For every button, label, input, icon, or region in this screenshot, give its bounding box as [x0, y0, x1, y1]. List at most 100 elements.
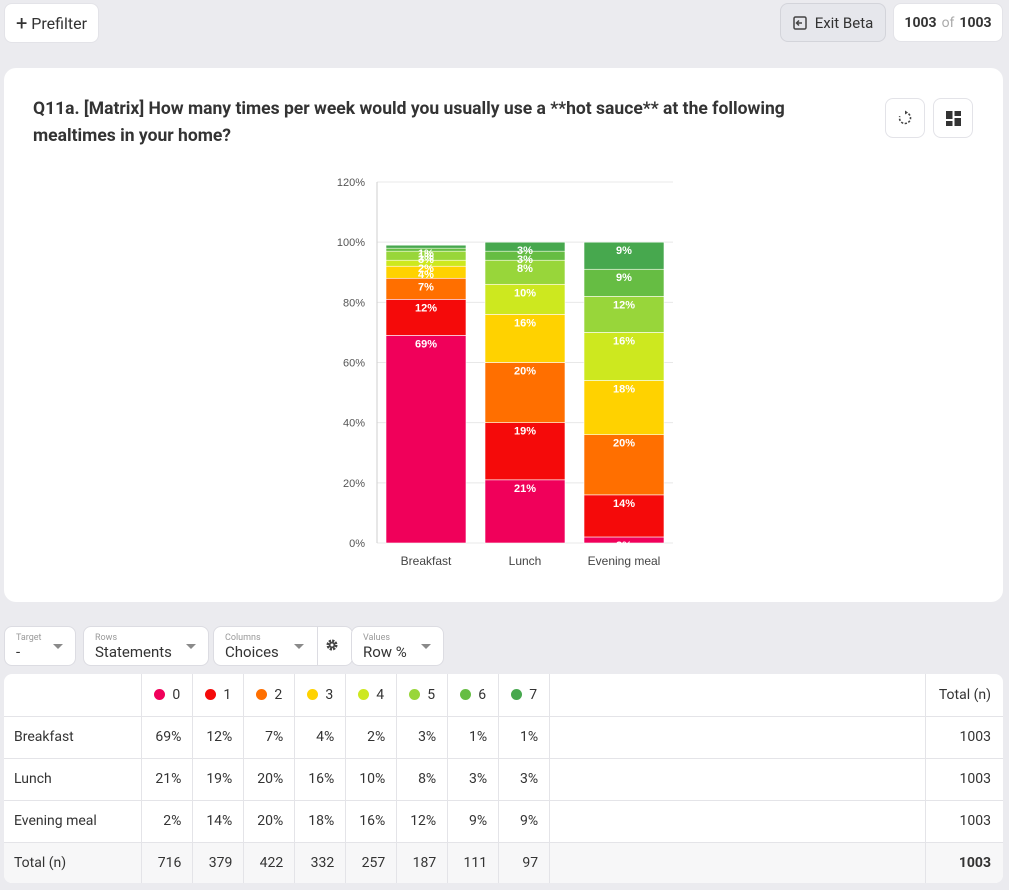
values-select[interactable]: Values Row % — [351, 626, 444, 666]
legend-dot — [460, 688, 472, 700]
data-label: 1% — [418, 248, 434, 260]
bar-segment[interactable] — [583, 434, 665, 496]
y-tick-label: 120% — [337, 177, 365, 189]
bar-segment[interactable] — [583, 268, 665, 297]
cell: 3% — [396, 715, 449, 759]
count-current: 1003 — [904, 14, 937, 31]
gear-icon[interactable] — [325, 638, 339, 652]
total-cell: 379 — [192, 841, 245, 883]
cell: 2% — [345, 715, 398, 759]
columns-label: Columns — [225, 633, 261, 643]
bar-segment[interactable] — [484, 362, 566, 423]
cell: 21% — [141, 757, 194, 801]
layout-button[interactable] — [933, 98, 973, 138]
cell: 9% — [498, 799, 551, 843]
count-of: of — [941, 14, 955, 31]
exit-beta-label: Exit Beta — [814, 13, 874, 32]
col-header-6: 6 — [447, 674, 500, 717]
bar-segment[interactable] — [484, 422, 566, 481]
bar-segment[interactable] — [385, 244, 467, 249]
header-corner — [4, 674, 143, 717]
data-label: 4% — [418, 269, 434, 281]
data-label: 3% — [517, 245, 533, 257]
bar-segment[interactable] — [484, 259, 566, 285]
data-label: 3% — [418, 254, 434, 266]
data-label: 12% — [613, 299, 635, 311]
bar-segment[interactable] — [484, 241, 566, 252]
rows-select[interactable]: Rows Statements — [83, 626, 209, 666]
refresh-button[interactable] — [885, 98, 925, 138]
cell: 20% — [243, 757, 296, 801]
col-header-2: 2 — [243, 674, 296, 717]
legend-dot — [205, 688, 217, 700]
columns-value: Choices — [225, 643, 279, 661]
data-label: 14% — [613, 498, 635, 510]
values-value: Row % — [363, 643, 407, 661]
bar-segment[interactable] — [583, 494, 665, 538]
legend-dot — [511, 688, 523, 700]
cell: 1% — [498, 715, 551, 759]
table-row: Lunch 21% 19% 20% 16% 10% 8% 3% 3% 1003 — [4, 757, 1003, 801]
data-label: 19% — [514, 426, 536, 438]
totals-label: Total (n) — [4, 841, 143, 883]
col-header-1: 1 — [192, 674, 245, 717]
col-header-3: 3 — [294, 674, 347, 717]
results-table: 0 1 2 3 4 5 6 7 Total (n) Breakfast 69% … — [4, 674, 1003, 883]
y-tick-label: 60% — [343, 358, 365, 370]
question-title: Q11a. [Matrix] How many times per week w… — [33, 99, 785, 146]
cell: 10% — [345, 757, 398, 801]
cell: 2% — [141, 799, 194, 843]
data-label: 8% — [517, 263, 533, 275]
cell: 69% — [141, 715, 194, 759]
y-tick-label: 40% — [343, 418, 365, 430]
total-cell: 422 — [243, 841, 296, 883]
data-label: 18% — [613, 384, 635, 396]
exit-beta-button[interactable]: Exit Beta — [780, 3, 886, 42]
cell: 16% — [294, 757, 347, 801]
y-tick-label: 80% — [343, 297, 365, 309]
grid-icon — [945, 110, 961, 126]
bar-segment[interactable] — [583, 332, 665, 381]
prefilter-button[interactable]: + Prefilter — [4, 3, 99, 43]
col-header-5: 5 — [396, 674, 449, 717]
cell: 3% — [447, 757, 500, 801]
spacer-cell — [549, 757, 927, 801]
data-label: 9% — [616, 272, 632, 284]
bar-segment[interactable] — [484, 314, 566, 363]
bar-segment[interactable] — [385, 299, 467, 336]
data-label: 20% — [613, 438, 635, 450]
columns-select[interactable]: Columns Choices — [213, 626, 353, 666]
table-header-row: 0 1 2 3 4 5 6 7 Total (n) — [4, 674, 1003, 717]
bar-segment[interactable] — [583, 241, 665, 270]
data-label: 7% — [418, 281, 434, 293]
cell: 7% — [243, 715, 296, 759]
chevron-down-icon — [421, 644, 431, 649]
chevron-down-icon — [294, 644, 304, 649]
count-total: 1003 — [959, 14, 992, 31]
bar-segment[interactable] — [583, 380, 665, 435]
chart-card: Q11a. [Matrix] How many times per week w… — [4, 68, 1003, 602]
cell: 20% — [243, 799, 296, 843]
data-label: 12% — [415, 302, 437, 314]
chevron-down-icon — [53, 644, 63, 649]
spacer-cell — [549, 674, 927, 717]
data-label: 10% — [514, 287, 536, 299]
chevron-down-icon — [186, 644, 196, 649]
y-tick-label: 0% — [349, 538, 365, 550]
cell: 18% — [294, 799, 347, 843]
response-count: 1003 of 1003 — [893, 3, 1003, 42]
row-label: Breakfast — [4, 715, 143, 759]
bar-segment[interactable] — [484, 283, 566, 315]
bar-segment[interactable] — [385, 335, 467, 544]
row-total: 1003 — [925, 715, 1003, 759]
cell: 12% — [396, 799, 449, 843]
total-cell: 257 — [345, 841, 398, 883]
stacked-bar-chart: 0% 20% 40% 60% 80% 100% 120% Breakfast Lunch Even… — [337, 177, 673, 568]
bar-segment[interactable] — [484, 479, 566, 544]
target-select[interactable]: Target - — [4, 626, 76, 666]
data-label: 21% — [514, 483, 536, 495]
y-tick-label: 100% — [337, 237, 365, 249]
row-label: Evening meal — [4, 799, 143, 843]
cell: 12% — [192, 715, 245, 759]
grand-total: 1003 — [925, 841, 1003, 883]
